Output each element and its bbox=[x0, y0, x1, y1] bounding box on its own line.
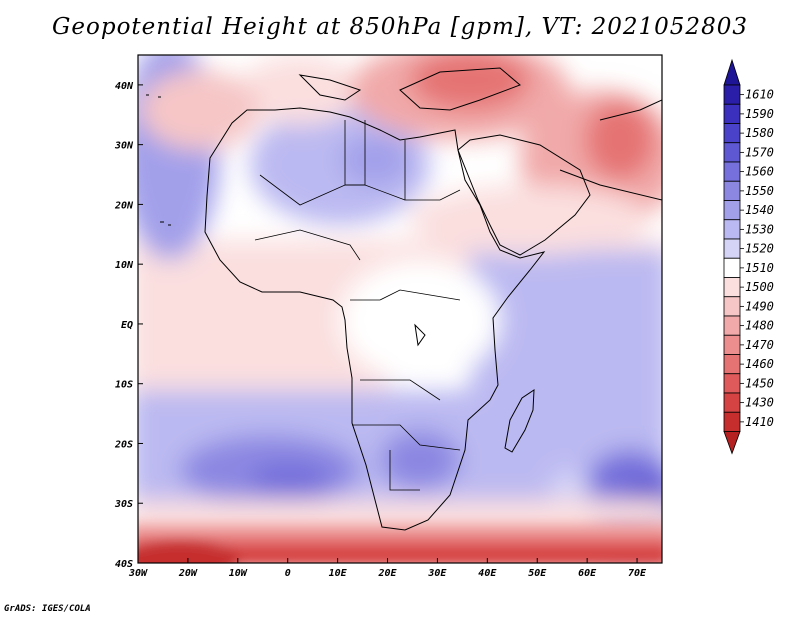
longitude-axis: 30W 20W 10W 0 10E 20E 30E 40E 50E 60E 70E bbox=[128, 558, 647, 579]
colorbar-swatch bbox=[723, 84, 741, 105]
colorbar-swatch bbox=[723, 142, 741, 163]
colorbar-label: 1530 bbox=[745, 222, 774, 236]
colorbar-swatch bbox=[723, 103, 741, 124]
colorbar-label: 1460 bbox=[745, 357, 774, 371]
colorbar-label: 1490 bbox=[745, 299, 774, 313]
plot-title: Geopotential Height at 850hPa [gpm], VT:… bbox=[52, 14, 748, 40]
y-tick-label: 30S bbox=[114, 499, 133, 510]
y-tick-label: 40S bbox=[115, 559, 133, 570]
colorbar-label: 1520 bbox=[745, 242, 774, 256]
y-tick-label: 30N bbox=[114, 141, 134, 152]
colorbar-swatch bbox=[723, 354, 741, 375]
x-tick-label: 0 bbox=[285, 568, 291, 579]
x-tick-label: 10E bbox=[329, 568, 348, 579]
colorbar-label: 1480 bbox=[745, 319, 774, 333]
y-tick-label: 10N bbox=[115, 260, 134, 271]
colorbar-label: 1550 bbox=[745, 184, 774, 198]
colorbar-swatch bbox=[723, 219, 741, 240]
colorbar-swatch bbox=[723, 238, 741, 259]
colorbar-label: 1580 bbox=[745, 126, 774, 140]
x-tick-label: 30W bbox=[128, 568, 148, 579]
y-tick-label: 40N bbox=[115, 81, 134, 92]
colorbar-label: 1410 bbox=[745, 415, 774, 429]
colorbar-swatch bbox=[723, 392, 741, 413]
coastlines bbox=[146, 67, 662, 531]
colorbar-swatch bbox=[723, 373, 741, 394]
colorbar-swatch bbox=[723, 161, 741, 182]
colorbar-top-arrow bbox=[723, 58, 741, 86]
colorbar-swatch bbox=[723, 277, 741, 298]
map-frame bbox=[137, 54, 663, 564]
y-tick-label: 20S bbox=[114, 439, 133, 450]
colorbar-label: 1500 bbox=[745, 280, 774, 294]
x-tick-label: 20E bbox=[377, 568, 397, 579]
colorbar-label: 1590 bbox=[745, 107, 774, 121]
colorbar-label: 1450 bbox=[745, 376, 774, 390]
x-tick-label: 30E bbox=[427, 568, 447, 579]
country-borders bbox=[254, 120, 461, 491]
y-tick-label: EQ bbox=[121, 320, 133, 331]
colorbar-label: 1510 bbox=[745, 261, 774, 275]
x-tick-label: 40E bbox=[478, 568, 497, 579]
colorbar-label: 1560 bbox=[745, 165, 774, 179]
colorbar-swatch bbox=[723, 200, 741, 221]
colorbar-label: 1610 bbox=[745, 88, 774, 102]
x-tick-label: 50E bbox=[528, 568, 547, 579]
colorbar-label: 1540 bbox=[745, 203, 774, 217]
colorbar-swatch bbox=[723, 257, 741, 278]
colorbar-label: 1570 bbox=[745, 145, 774, 159]
colorbar-swatch bbox=[723, 315, 741, 336]
x-tick-label: 70E bbox=[628, 568, 647, 579]
colorbar-label: 1470 bbox=[745, 338, 774, 352]
latitude-axis: 40N 30N 20N 10N EQ 10S 20S 30S 40S bbox=[114, 81, 143, 570]
x-tick-label: 20W bbox=[178, 568, 198, 579]
colorbar-swatch bbox=[723, 411, 741, 432]
colorbar-label: 1430 bbox=[745, 396, 774, 410]
colorbar-swatch bbox=[723, 334, 741, 355]
colorbar-swatch bbox=[723, 296, 741, 317]
x-tick-label: 10W bbox=[229, 568, 248, 579]
colorbar: 1610 1590 1580 1570 1560 1550 1540 1530 1520 1510… bbox=[723, 58, 774, 455]
y-tick-label: 20N bbox=[114, 200, 134, 211]
height-field bbox=[138, 55, 662, 563]
colorbar-swatch bbox=[723, 180, 741, 201]
footer-credit: GrADS: IGES/COLA bbox=[4, 604, 91, 614]
x-tick-label: 60E bbox=[578, 568, 597, 579]
colorbar-bottom-arrow bbox=[723, 431, 741, 455]
colorbar-swatch bbox=[723, 123, 741, 144]
y-tick-label: 10S bbox=[115, 380, 133, 391]
